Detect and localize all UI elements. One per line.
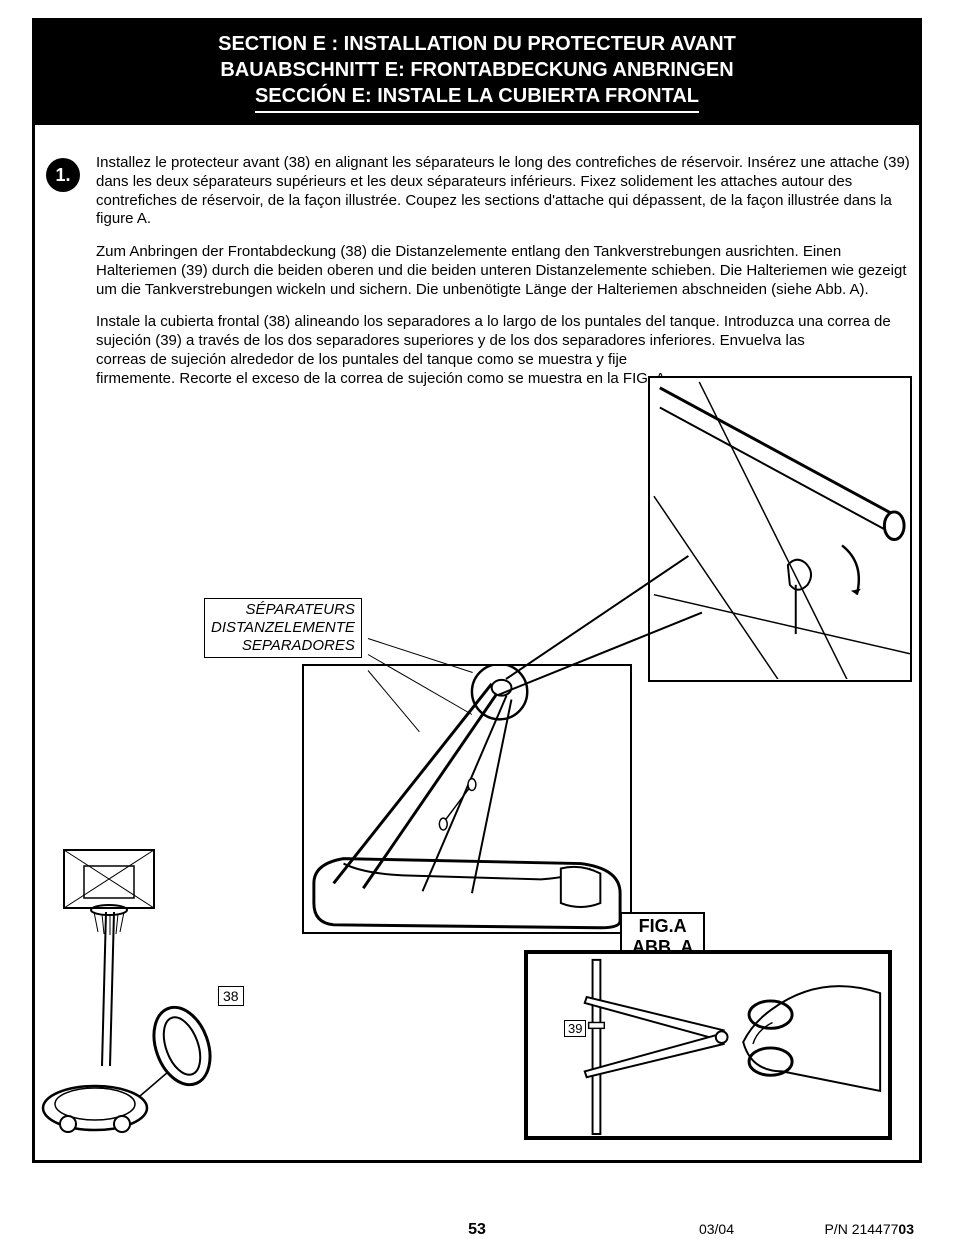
paragraph-fr: Installez le protecteur avant (38) en al… <box>96 154 916 229</box>
instruction-text-block: Installez le protecteur avant (38) en al… <box>96 154 916 402</box>
part-number-39: 39 <box>564 1020 586 1037</box>
part-number-39-text: 39 <box>568 1021 582 1036</box>
paragraph-es-head: Instale la cubierta frontal (38) alinean… <box>96 313 916 351</box>
part-number-38-text: 38 <box>223 988 239 1004</box>
step-number-badge: 1. <box>46 158 80 192</box>
fig-a-line1: FIG.A <box>632 916 693 937</box>
fig-a-svg <box>528 954 888 1140</box>
separators-label-es: SEPARADORES <box>211 637 355 655</box>
main-illustration-svg <box>304 666 630 933</box>
detail-illustration <box>648 376 912 682</box>
detail-illustration-svg <box>650 378 910 679</box>
header-line-de: BAUABSCHNITT E: FRONTABDECKUNG ANBRINGEN <box>43 57 911 83</box>
separators-label-de: DISTANZELEMENTE <box>211 619 355 637</box>
section-header: SECTION E : INSTALLATION DU PROTECTEUR A… <box>35 21 919 125</box>
separators-label-fr: SÉPARATEURS <box>211 601 355 619</box>
header-line-es-text: SECCIÓN E: INSTALE LA CUBIERTA FRONTAL <box>255 83 699 113</box>
step-number-text: 1. <box>55 165 70 186</box>
product-overview-svg <box>40 846 220 1136</box>
paragraph-es-tail: correas de sujeción alrededor de los pun… <box>96 351 676 389</box>
header-line-fr: SECTION E : INSTALLATION DU PROTECTEUR A… <box>43 31 911 57</box>
product-overview-illustration <box>40 846 220 1136</box>
main-illustration <box>302 664 632 934</box>
page-number: 53 <box>468 1221 486 1239</box>
part-number-38: 38 <box>218 986 244 1006</box>
header-line-es: SECCIÓN E: INSTALE LA CUBIERTA FRONTAL <box>43 83 911 113</box>
fig-a-illustration <box>524 950 892 1140</box>
paragraph-de: Zum Anbringen der Frontabdeckung (38) di… <box>96 243 916 299</box>
separators-label: SÉPARATEURS DISTANZELEMENTE SEPARADORES <box>204 598 362 658</box>
